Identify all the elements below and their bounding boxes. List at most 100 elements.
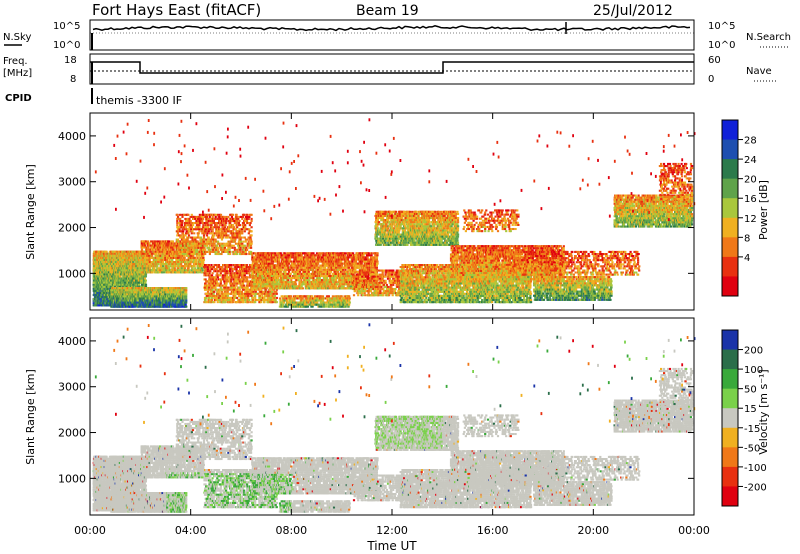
power-cell (192, 254, 195, 257)
frequency-panel: Freq. [MHz] 18 8 60 0 Nave (3, 53, 778, 85)
power-cell (202, 258, 205, 261)
power-cell (183, 242, 186, 245)
power-cell (151, 299, 154, 302)
power-cell (135, 265, 138, 268)
power-cell (139, 287, 142, 290)
power-cell (230, 238, 233, 241)
power-cell (136, 301, 140, 304)
power-cell (239, 246, 242, 249)
power-cell (162, 265, 165, 268)
power-cell (194, 238, 197, 241)
power-cell (111, 295, 114, 298)
power-cell (237, 222, 240, 225)
power-cell (196, 250, 199, 253)
power-cell (94, 304, 97, 307)
power-cell (139, 295, 142, 298)
power-cell (123, 256, 126, 259)
power-cell (214, 238, 217, 241)
power-cell (138, 305, 141, 308)
power-cell (229, 246, 232, 249)
power-cell (198, 226, 201, 229)
power-cell (240, 236, 243, 239)
power-cell (172, 248, 175, 251)
noise-left-tick-low: 10^0 (53, 40, 80, 51)
noise-left-tick-high: 10^5 (53, 21, 80, 32)
power-cell (120, 281, 123, 284)
power-cell (187, 232, 190, 235)
power-cell (124, 305, 127, 308)
power-cell (202, 261, 205, 264)
power-cell (169, 299, 172, 302)
power-cell (146, 297, 149, 300)
power-cell (140, 248, 144, 251)
power-cell (93, 273, 96, 276)
power-cell (218, 226, 221, 229)
power-cell (224, 224, 227, 227)
power-cell (163, 252, 166, 255)
power-cell (177, 240, 180, 243)
power-cell (98, 304, 101, 307)
power-cell (122, 263, 125, 266)
power-cell (230, 215, 233, 218)
power-cell (208, 244, 211, 247)
power-cell (93, 294, 96, 297)
power-cell (129, 287, 133, 290)
noise-search-label: N.Search (746, 32, 791, 43)
power-cell (146, 299, 149, 302)
power-cell (201, 220, 204, 223)
power-cell (176, 213, 179, 216)
power-cell (93, 277, 96, 280)
power-cell (212, 234, 216, 237)
power-cell (123, 289, 126, 292)
power-cell (168, 258, 171, 261)
power-cell (151, 271, 154, 274)
power-cell (121, 283, 124, 286)
power-cell (228, 250, 231, 253)
power-cell (103, 273, 106, 276)
freq-tick-low: 8 (70, 74, 76, 85)
power-cell (138, 265, 141, 268)
power-cell (103, 258, 106, 261)
power-cell (124, 287, 127, 290)
power-cell (135, 271, 138, 274)
power-cell (240, 228, 243, 231)
power-cell (128, 275, 131, 278)
power-cell (222, 236, 225, 239)
power-cell (240, 253, 243, 256)
power-cell (223, 248, 226, 251)
power-cell (225, 220, 228, 223)
nave-tick-low: 0 (708, 74, 714, 85)
power-cell (119, 250, 122, 253)
power-cell (236, 215, 239, 218)
power-cell (151, 295, 154, 298)
power-cell (127, 289, 130, 292)
power-cell (229, 242, 232, 245)
power-cell (223, 234, 226, 237)
nave-tick-high: 60 (708, 55, 721, 66)
power-cell (134, 297, 137, 300)
power-cell (236, 226, 239, 229)
power-cell (103, 269, 106, 272)
power-cell (211, 228, 214, 231)
power-cell (201, 242, 204, 245)
power-cell (114, 305, 117, 308)
power-cell (241, 242, 244, 245)
power-cell (130, 289, 133, 292)
power-cell (126, 293, 129, 296)
power-cell (108, 250, 111, 253)
power-cell (225, 217, 228, 220)
power-cell (173, 267, 176, 270)
power-cell (201, 215, 204, 218)
power-cell (96, 287, 99, 290)
power-cell (200, 230, 203, 233)
power-cell (214, 250, 217, 253)
power-cell (207, 240, 210, 243)
power-cell (176, 215, 180, 218)
power-cell (211, 230, 214, 233)
power-cell (234, 236, 237, 239)
power-cell (151, 252, 154, 255)
power-cell (208, 253, 211, 256)
power-cell (161, 261, 165, 264)
power-heatmap (92, 118, 696, 308)
power-cell (136, 254, 139, 257)
